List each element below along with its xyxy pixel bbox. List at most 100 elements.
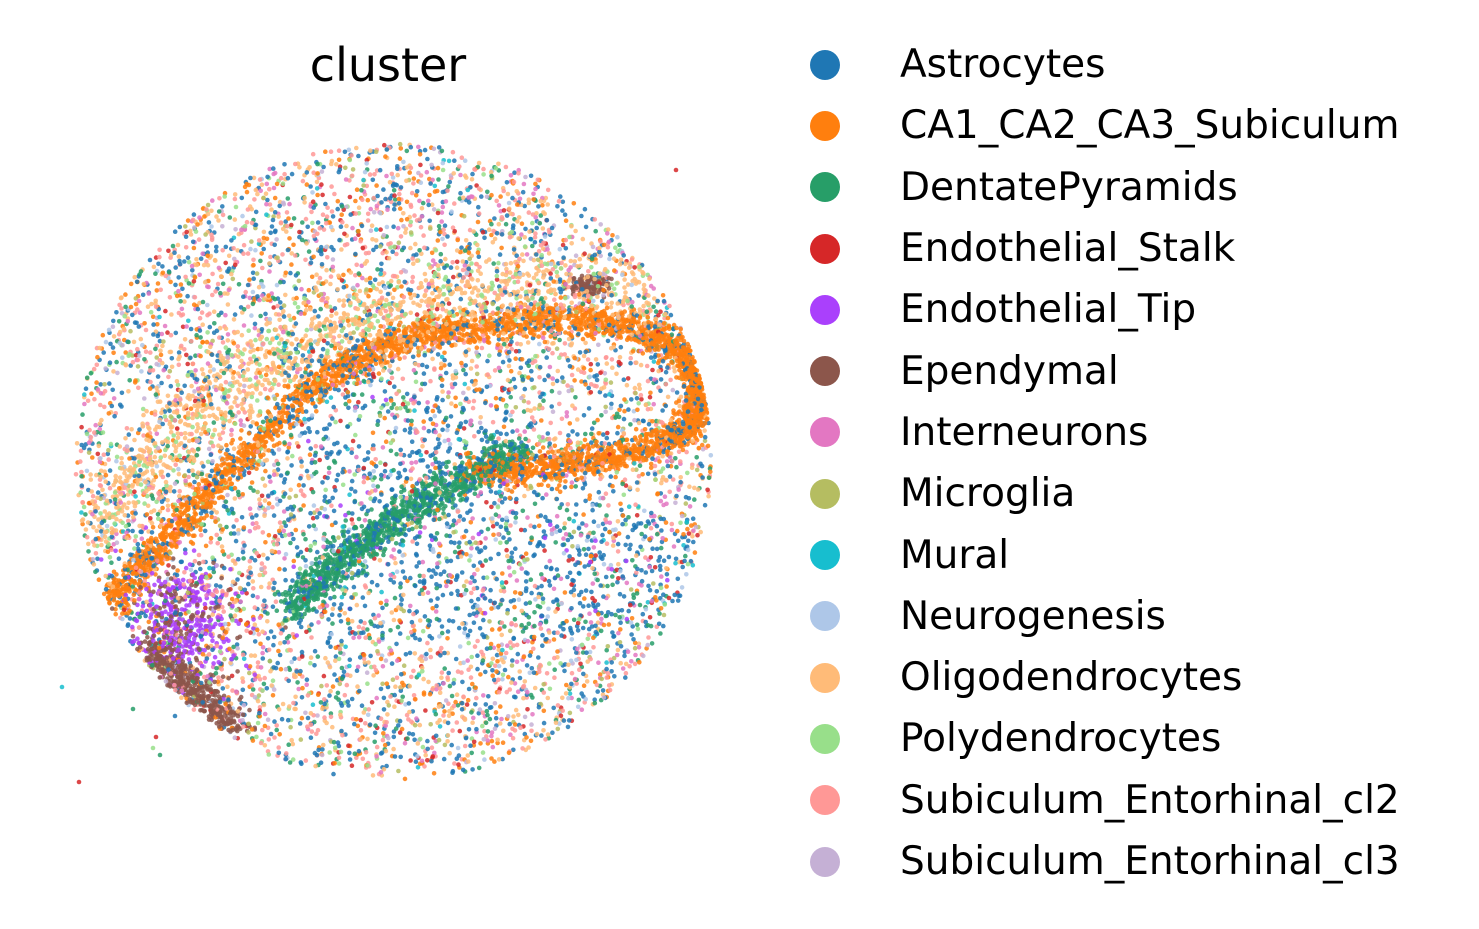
scatter-point [357, 655, 363, 660]
scatter-point [347, 750, 352, 756]
scatter-point [625, 376, 631, 381]
scatter-point [308, 446, 314, 451]
scatter-point [622, 653, 627, 659]
scatter-point [367, 635, 373, 641]
scatter-point [649, 438, 654, 444]
scatter-point [493, 710, 499, 715]
scatter-point [545, 431, 551, 436]
scatter-point [476, 254, 482, 259]
scatter-point [274, 727, 280, 733]
scatter-point [136, 385, 141, 391]
scatter-point [132, 489, 137, 495]
scatter-point [500, 740, 506, 745]
scatter-point [315, 549, 320, 555]
scatter-point [329, 184, 334, 189]
scatter-point [263, 311, 268, 317]
scatter-point [603, 393, 608, 398]
scatter-point [394, 675, 400, 681]
scatter-point [310, 220, 315, 226]
scatter-point [318, 332, 323, 338]
scatter-point [265, 556, 270, 561]
scatter-point [428, 416, 433, 422]
scatter-point [265, 174, 270, 180]
scatter-point [285, 175, 291, 181]
scatter-point [476, 160, 482, 166]
scatter-point [589, 426, 595, 431]
scatter-point [274, 181, 280, 187]
scatter-point [585, 636, 591, 642]
scatter-point [617, 591, 623, 597]
scatter-point [116, 556, 122, 561]
scatter-point [220, 224, 225, 229]
scatter-point [383, 658, 389, 663]
scatter-point [490, 240, 496, 245]
scatter-point [457, 540, 462, 545]
scatter-point [502, 667, 508, 673]
scatter-point [457, 514, 463, 519]
scatter-point [349, 478, 355, 484]
scatter-point [341, 298, 347, 304]
scatter-point [502, 624, 507, 629]
scatter-point [496, 203, 502, 208]
scatter-point [638, 362, 644, 368]
scatter-point [299, 715, 305, 721]
scatter-point [225, 338, 231, 343]
scatter-point [239, 363, 245, 369]
scatter-point [303, 216, 309, 222]
scatter-point [618, 501, 623, 507]
scatter-point [395, 172, 401, 178]
scatter-point [475, 546, 480, 551]
scatter-point [568, 265, 573, 270]
scatter-point [374, 286, 380, 292]
scatter-point [453, 656, 459, 662]
scatter-point [576, 592, 582, 598]
scatter-point [436, 177, 441, 182]
scatter-point [320, 480, 325, 485]
scatter-point [651, 304, 656, 310]
scatter-point [496, 337, 502, 342]
scatter-point [101, 350, 106, 355]
scatter-point [220, 248, 225, 253]
scatter-point [282, 532, 288, 538]
scatter-point [527, 670, 533, 676]
scatter-point [347, 339, 352, 345]
scatter-point [333, 488, 338, 493]
scatter-point [508, 260, 514, 266]
scatter-point [91, 524, 96, 530]
scatter-point [568, 625, 573, 631]
scatter-point [420, 744, 426, 750]
scatter-point [230, 375, 236, 381]
scatter-point [435, 596, 440, 601]
scatter-point [331, 739, 337, 745]
scatter-point [636, 293, 641, 298]
scatter-point [109, 560, 114, 565]
scatter-point [317, 225, 323, 231]
scatter-point [461, 694, 466, 699]
scatter-point [532, 501, 538, 507]
scatter-point [356, 399, 361, 405]
scatter-point [334, 162, 339, 167]
scatter-point [584, 679, 590, 684]
scatter-point [417, 530, 423, 535]
scatter-point [466, 727, 472, 732]
scatter-point [499, 500, 505, 505]
scatter-point [247, 670, 252, 676]
scatter-point [263, 447, 268, 453]
scatter-point [555, 204, 560, 209]
scatter-point [423, 752, 429, 758]
scatter-point [236, 282, 242, 287]
scatter-point [347, 492, 352, 498]
scatter-point [573, 228, 578, 234]
scatter-point [440, 189, 446, 195]
scatter-point [188, 406, 194, 412]
scatter-point [478, 672, 483, 677]
scatter-point [110, 324, 116, 330]
scatter-point [230, 276, 236, 282]
scatter-point [445, 394, 451, 400]
scatter-point [132, 538, 138, 543]
scatter-point [377, 558, 383, 563]
scatter-point [148, 603, 153, 608]
scatter-point [478, 741, 483, 746]
scatter-point [384, 250, 389, 255]
scatter-point [398, 452, 404, 457]
